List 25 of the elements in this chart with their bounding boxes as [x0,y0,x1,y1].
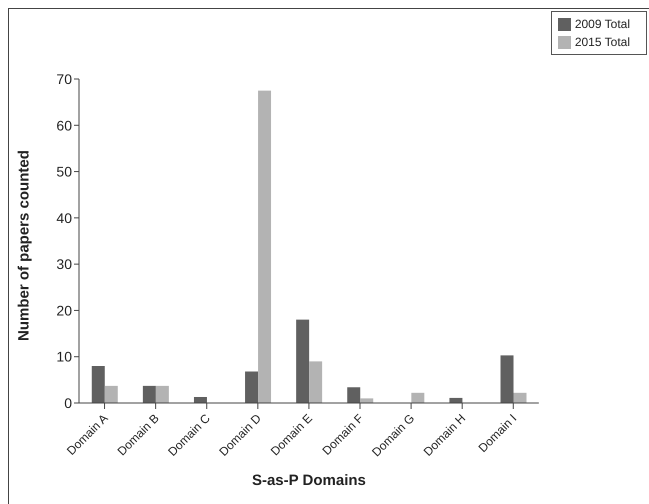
y-tick-label: 10 [56,348,72,365]
bar [104,386,118,403]
y-tick-label: 40 [56,210,72,226]
y-tick-label: 70 [56,70,72,87]
bar [258,90,272,403]
bar [245,372,258,403]
bar [142,386,156,403]
bar [347,387,360,403]
legend-label: 2009 Total [574,17,630,31]
bar [309,361,322,403]
x-axis-title: S-as-P Domains [252,472,366,489]
bar [92,366,105,403]
bar [194,396,207,403]
legend-label: 2015 Total [574,35,630,49]
bar [514,392,527,403]
bar [500,355,514,403]
y-tick-label: 0 [64,394,72,411]
y-axis-title: Number of papers counted [15,150,32,341]
bar [156,386,169,403]
bar [411,392,424,403]
y-tick-label: 60 [56,117,72,134]
bar [296,320,310,403]
y-tick-label: 30 [56,256,72,272]
y-tick-label: 20 [56,302,72,318]
y-tick-label: 50 [56,164,72,180]
